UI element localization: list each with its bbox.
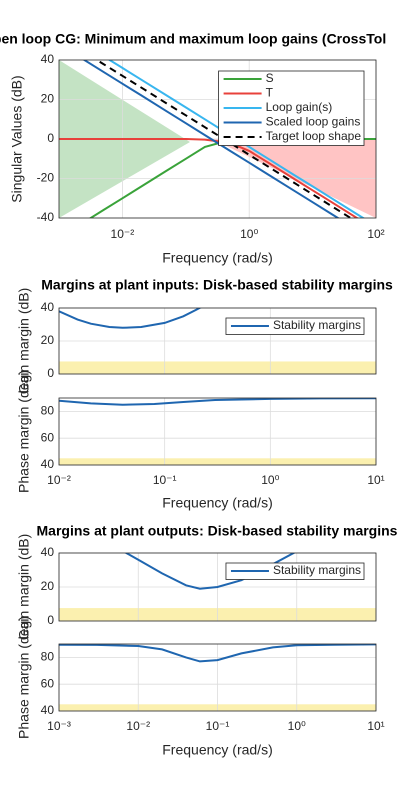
legend-label: Stability margins	[273, 318, 361, 332]
y-tick-label: 40	[41, 703, 55, 717]
x-tick-label: 10²	[367, 227, 384, 241]
y-tick-label: 0	[47, 131, 54, 145]
legend-box	[225, 317, 365, 335]
axes-box	[58, 643, 377, 712]
y-tick-label: 60	[41, 676, 55, 690]
y-tick-label: 20	[41, 579, 55, 593]
series-line	[59, 138, 359, 218]
x-tick-label: 10⁰	[240, 227, 258, 241]
x-tick-label: 10⁻²	[47, 473, 71, 487]
axes-box	[58, 552, 377, 622]
x-tick-label: 10⁻²	[111, 227, 135, 241]
axes-background	[59, 398, 376, 465]
chart-title: Margins at plant outputs: Disk-based sta…	[37, 523, 398, 539]
y-tick-label: 0	[47, 613, 54, 627]
legend-label: S	[266, 71, 274, 85]
x-axis-label: Frequency (rad/s)	[162, 495, 272, 511]
legend-label: Stability margins	[273, 563, 361, 577]
y-axis-label: Phase margin (deg)	[16, 370, 32, 493]
x-tick-label: 10⁰	[261, 473, 279, 487]
requirement-region	[59, 458, 376, 465]
x-tick-label: 10⁻¹	[153, 473, 177, 487]
y-tick-label: 0	[47, 366, 54, 380]
y-tick-label: 40	[41, 545, 55, 559]
x-axis-label: Frequency (rad/s)	[162, 250, 272, 266]
y-tick-label: 40	[41, 457, 55, 471]
y-tick-label: -40	[37, 210, 55, 224]
y-axis-label: Gain margin (dB)	[16, 288, 32, 395]
axes-box	[58, 307, 377, 375]
y-axis-label: Gain margin (dB)	[16, 534, 32, 641]
requirement-region	[59, 361, 376, 374]
legend: Stability margins	[225, 317, 365, 335]
chart-title: Open loop CG: Minimum and maximum loop g…	[0, 31, 386, 47]
y-axis-label: Phase margin (deg)	[16, 616, 32, 739]
y-tick-label: 60	[41, 430, 55, 444]
y-tick-label: 80	[41, 404, 55, 418]
y-tick-label: -20	[37, 171, 55, 185]
y-tick-label: 80	[41, 650, 55, 664]
x-tick-label: 10⁻³	[47, 719, 71, 733]
series-line	[95, 60, 353, 218]
legend-label: Target loop shape	[266, 129, 362, 143]
x-tick-label: 10¹	[367, 473, 384, 487]
chart-title: Margins at plant inputs: Disk-based stab…	[41, 277, 393, 293]
axes-box	[58, 397, 377, 466]
series-line	[124, 553, 296, 590]
x-tick-label: 10¹	[367, 719, 384, 733]
x-tick-label: 10⁰	[288, 719, 306, 733]
series-line	[107, 60, 366, 218]
axes-box	[58, 59, 377, 219]
legend: Stability margins	[225, 562, 365, 580]
y-axis-label: Singular Values (dB)	[9, 75, 25, 202]
series-line	[59, 644, 376, 663]
y-tick-label: 40	[41, 300, 55, 314]
y-tick-label: 40	[41, 52, 55, 66]
x-axis-label: Frequency (rad/s)	[162, 742, 272, 758]
legend-box	[225, 562, 365, 580]
series-line	[59, 398, 376, 406]
legend-label: Scaled loop gains	[266, 115, 361, 129]
y-tick-label: 20	[41, 333, 55, 347]
series-line	[82, 60, 340, 218]
y-tick-label: 20	[41, 92, 55, 106]
x-tick-label: 10⁻²	[126, 719, 150, 733]
series-line	[59, 308, 202, 329]
x-tick-label: 10⁻¹	[206, 719, 230, 733]
legend-label: T	[266, 86, 274, 100]
legend-label: Loop gain(s)	[266, 100, 333, 114]
